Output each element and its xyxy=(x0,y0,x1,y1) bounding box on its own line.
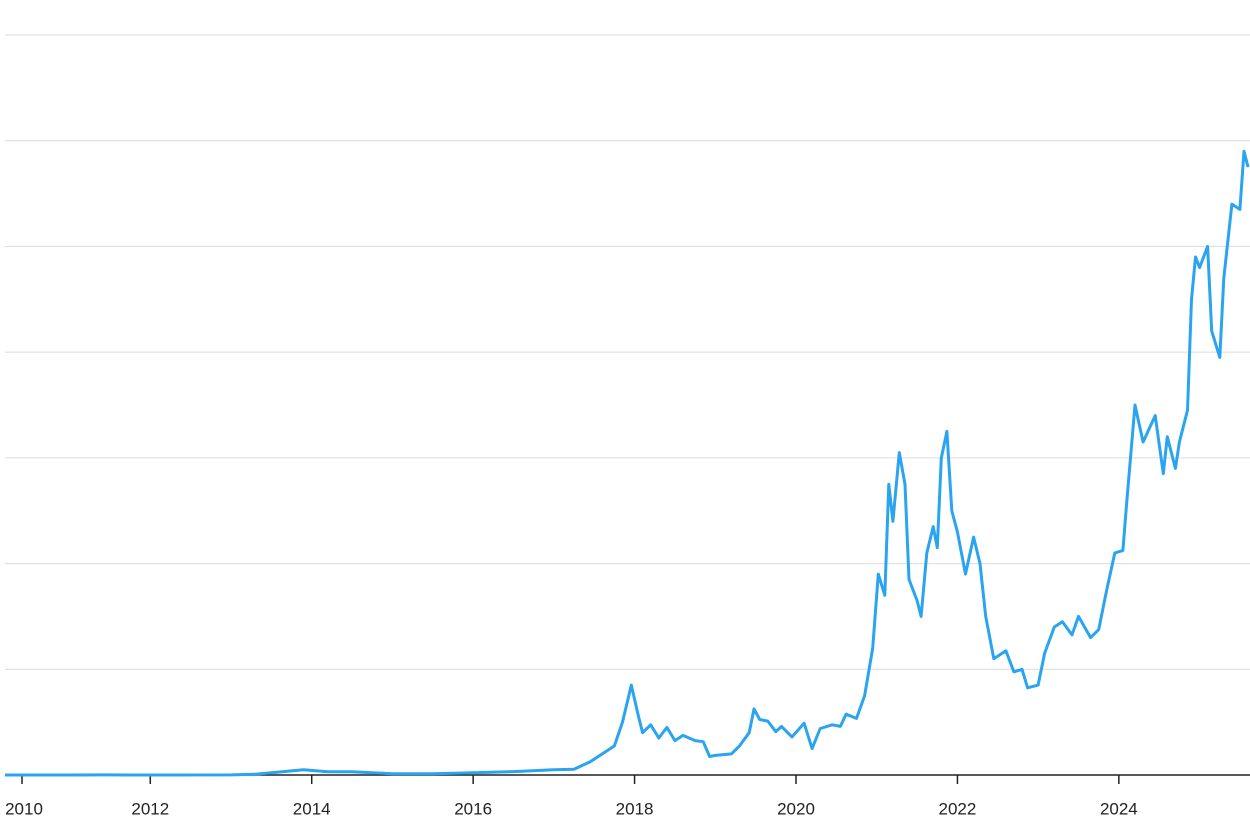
x-tick-label: 2012 xyxy=(131,799,169,818)
x-tick-label: 2016 xyxy=(454,799,492,818)
x-tick-label: 2020 xyxy=(777,799,815,818)
price-line xyxy=(5,149,1250,777)
x-tick-label: 2022 xyxy=(939,799,977,818)
x-tick-label: 2014 xyxy=(293,799,331,818)
x-tick-label: 2018 xyxy=(616,799,654,818)
x-tick-label: 2010 xyxy=(5,799,43,818)
x-tick-label: 2024 xyxy=(1100,799,1138,818)
